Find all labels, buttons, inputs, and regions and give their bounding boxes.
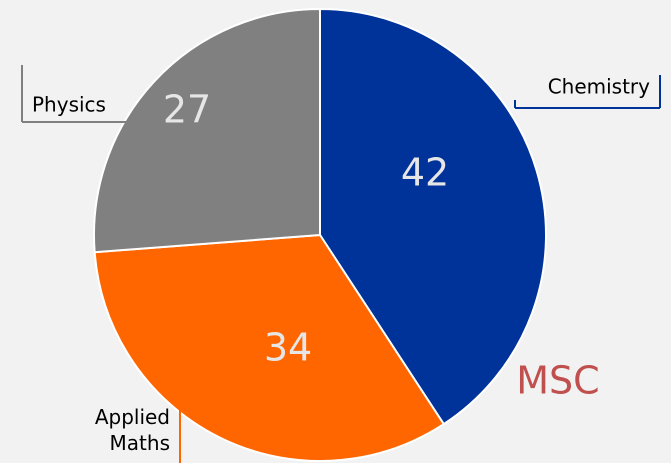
pie-slice [93, 233, 446, 462]
category-label: Chemistry [548, 75, 650, 99]
chart-title: MSC [516, 359, 599, 403]
pie [93, 7, 547, 462]
value-label: 42 [401, 151, 449, 195]
value-label: 27 [163, 88, 211, 132]
category-label: Physics [32, 93, 106, 117]
pie-slice [93, 7, 321, 254]
category-label: Applied Maths [95, 405, 170, 455]
value-label: 34 [264, 326, 312, 370]
